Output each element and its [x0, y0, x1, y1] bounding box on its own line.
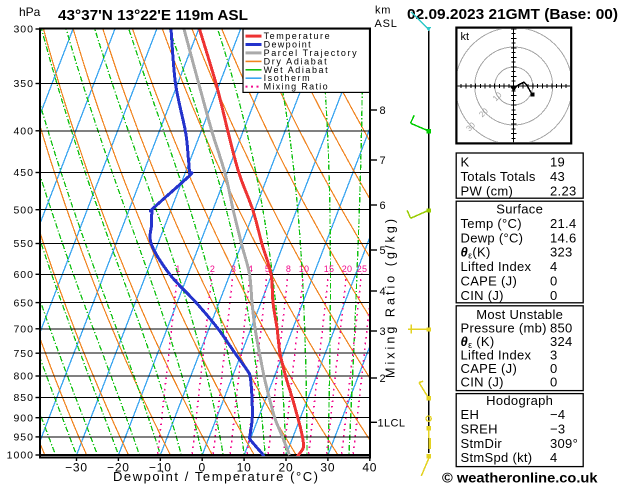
svg-text:2.23: 2.23: [550, 183, 577, 198]
svg-text:Temp (°C): Temp (°C): [461, 216, 522, 231]
svg-text:600: 600: [13, 269, 34, 281]
svg-text:25: 25: [357, 264, 368, 274]
svg-text:450: 450: [13, 167, 34, 179]
svg-text:7: 7: [380, 155, 386, 167]
svg-text:Dewp (°C): Dewp (°C): [461, 230, 524, 245]
svg-text:SREH: SREH: [461, 422, 498, 437]
svg-text:hPa: hPa: [19, 5, 41, 19]
svg-text:1: 1: [175, 264, 180, 274]
svg-text:Mixing Ratio: Mixing Ratio: [264, 82, 328, 92]
svg-text:650: 650: [13, 297, 34, 309]
svg-text:43: 43: [550, 169, 565, 184]
svg-text:Dry Adiabat: Dry Adiabat: [264, 56, 327, 66]
svg-text:Lifted Index: Lifted Index: [461, 259, 532, 274]
svg-text:4: 4: [248, 264, 253, 274]
svg-text:14.6: 14.6: [550, 230, 577, 245]
svg-text:0: 0: [550, 274, 558, 289]
svg-text:324: 324: [550, 334, 573, 349]
svg-text:−10: −10: [149, 461, 172, 475]
svg-text:© weatheronline.co.uk: © weatheronline.co.uk: [442, 470, 598, 486]
svg-text:19: 19: [550, 154, 565, 169]
svg-text:4: 4: [550, 450, 558, 465]
svg-text:8: 8: [286, 264, 291, 274]
svg-text:700: 700: [13, 324, 34, 336]
svg-text:0: 0: [550, 374, 558, 389]
svg-text:Temperature: Temperature: [264, 31, 330, 41]
svg-text:kt: kt: [461, 31, 470, 43]
svg-text:PW (cm): PW (cm): [461, 183, 514, 198]
svg-text:4: 4: [380, 286, 386, 298]
svg-text:21.4: 21.4: [550, 216, 577, 231]
svg-text:Hodograph: Hodograph: [486, 393, 553, 408]
svg-text:8: 8: [380, 105, 386, 117]
svg-text:309°: 309°: [550, 436, 578, 451]
svg-text:CAPE (J): CAPE (J): [461, 361, 518, 376]
svg-text:0: 0: [550, 288, 558, 303]
svg-text:K: K: [461, 154, 470, 169]
svg-text:ASL: ASL: [375, 18, 398, 30]
svg-text:20: 20: [279, 461, 294, 475]
svg-text:−20: −20: [107, 461, 130, 475]
svg-text:StmDir: StmDir: [461, 436, 503, 451]
svg-text:CIN (J): CIN (J): [461, 288, 504, 303]
svg-text:800: 800: [13, 371, 34, 383]
svg-text:3: 3: [380, 326, 386, 338]
svg-text:θε(K): θε(K): [461, 245, 491, 261]
svg-text:5: 5: [265, 264, 270, 274]
svg-text:300: 300: [13, 24, 34, 36]
svg-text:θε (K): θε (K): [461, 334, 495, 350]
svg-text:−3: −3: [550, 422, 565, 437]
svg-text:0: 0: [550, 361, 558, 376]
svg-text:−30: −30: [65, 461, 88, 475]
svg-text:−4: −4: [550, 407, 565, 422]
svg-text:Surface: Surface: [496, 202, 543, 217]
svg-text:1LCL: 1LCL: [378, 418, 406, 430]
svg-text:6: 6: [380, 200, 386, 212]
svg-text:500: 500: [13, 204, 34, 216]
svg-text:550: 550: [13, 238, 34, 250]
svg-text:Isotherm: Isotherm: [264, 73, 310, 83]
svg-text:02.09.2023 21GMT (Base: 00): 02.09.2023 21GMT (Base: 00): [407, 6, 618, 23]
svg-text:30: 30: [320, 461, 335, 475]
svg-text:1000: 1000: [7, 450, 34, 462]
svg-text:40: 40: [362, 461, 377, 475]
svg-text:3: 3: [231, 264, 236, 274]
svg-text:400: 400: [13, 126, 34, 138]
svg-text:Parcel Trajectory: Parcel Trajectory: [264, 48, 358, 58]
svg-text:Lifted Index: Lifted Index: [461, 347, 532, 362]
svg-text:CIN (J): CIN (J): [461, 374, 504, 389]
svg-text:850: 850: [13, 392, 34, 404]
svg-text:2: 2: [380, 373, 386, 385]
svg-text:10: 10: [237, 461, 252, 475]
svg-text:2: 2: [210, 264, 215, 274]
svg-text:Totals Totals: Totals Totals: [461, 169, 536, 184]
svg-text:10: 10: [299, 264, 310, 274]
svg-text:3: 3: [550, 347, 558, 362]
svg-text:EH: EH: [461, 407, 480, 422]
svg-text:43°37'N 13°22'E 119m ASL: 43°37'N 13°22'E 119m ASL: [58, 7, 248, 24]
svg-text:Dewpoint: Dewpoint: [264, 40, 311, 50]
svg-text:Pressure (mb): Pressure (mb): [461, 320, 547, 335]
svg-text:15: 15: [324, 264, 335, 274]
svg-text:900: 900: [13, 412, 34, 424]
svg-text:4: 4: [550, 259, 558, 274]
svg-text:Dewpoint / Temperature (°C): Dewpoint / Temperature (°C): [113, 469, 318, 484]
svg-text:20: 20: [342, 264, 353, 274]
svg-text:5: 5: [380, 245, 386, 257]
svg-text:CAPE (J): CAPE (J): [461, 274, 518, 289]
svg-text:Most Unstable: Most Unstable: [476, 307, 563, 322]
svg-text:350: 350: [13, 78, 34, 90]
svg-text:Wet Adiabat: Wet Adiabat: [264, 65, 328, 75]
svg-text:Mixing Ratio (g/kg): Mixing Ratio (g/kg): [384, 219, 398, 378]
svg-text:323: 323: [550, 245, 573, 260]
svg-text:850: 850: [550, 320, 573, 335]
svg-text:StmSpd (kt): StmSpd (kt): [461, 450, 533, 465]
svg-text:950: 950: [13, 432, 34, 444]
svg-text:750: 750: [13, 348, 34, 360]
svg-text:0: 0: [198, 461, 205, 475]
svg-text:km: km: [375, 5, 391, 17]
